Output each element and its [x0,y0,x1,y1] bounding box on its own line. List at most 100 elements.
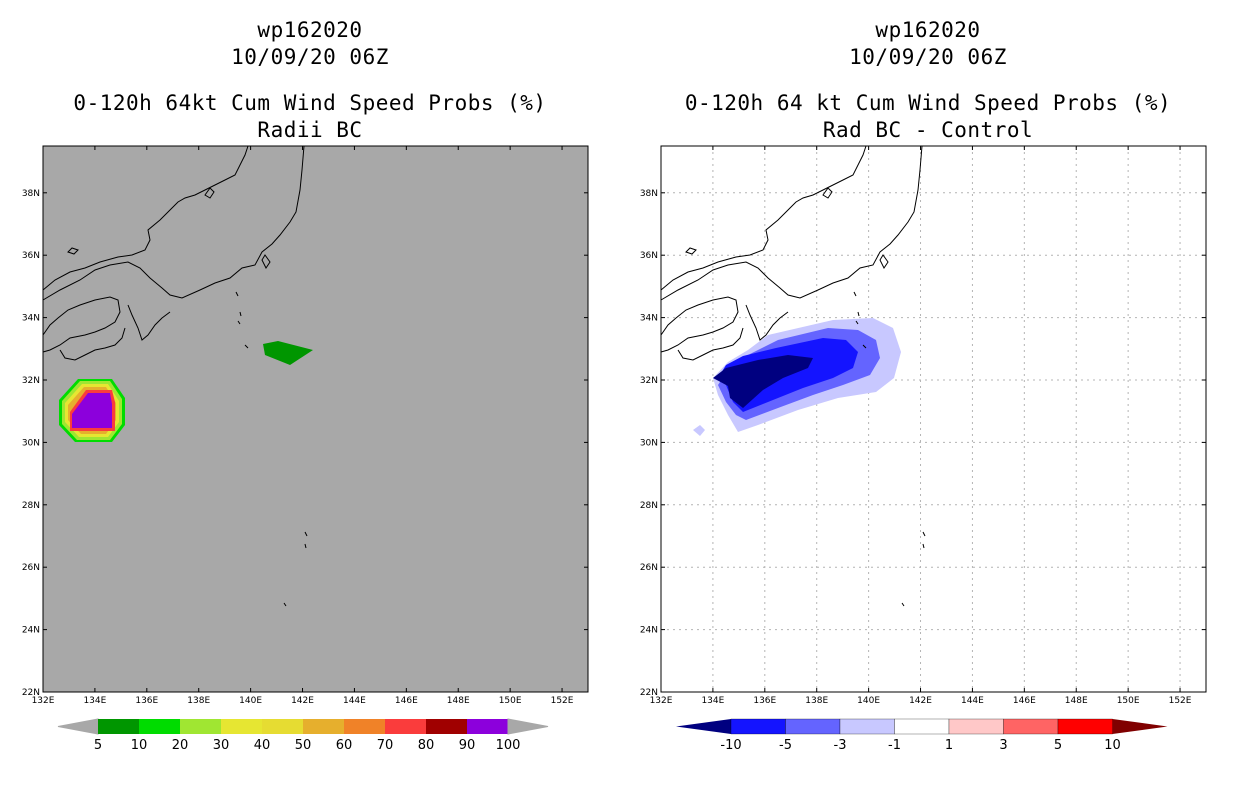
lon-label: 148E [447,696,470,706]
left-lon-labels: 132E 134E 136E 138E 140E 142E 144E 146E 148E 150E… [32,696,574,706]
colorbar-box [139,719,180,734]
lat-label: 30N [22,438,40,448]
colorbar-label: 70 [377,738,394,753]
colorbar-label: 30 [213,738,230,753]
lat-label: 34N [640,314,658,324]
lon-label: 134E [83,696,106,706]
colorbar-label: 80 [418,738,435,753]
lat-label: 36N [22,251,40,261]
left-title-block: wp162020 10/09/20 06Z 0-120h 64kt Cum Wi… [30,17,590,144]
lon-label: 132E [32,696,55,706]
left-contour-east [263,341,313,365]
lat-label: 38N [22,189,40,199]
lon-label: 148E [1065,696,1088,706]
lon-label: 132E [650,696,673,706]
right-title-block: wp162020 10/09/20 06Z 0-120h 64 kt Cum W… [648,17,1208,144]
lat-label: 36N [640,251,658,261]
left-map-frame [42,145,589,693]
colorbar-label: 50 [295,738,312,753]
right-subtitle: Rad BC - Control [822,118,1034,142]
right-diff-contours [693,318,901,436]
left-map: 132E 134E 136E 138E 140E 142E 144E 146E 148E 150E… [22,145,589,706]
lon-label: 138E [805,696,828,706]
colorbar-label: 10 [1104,738,1121,753]
lon-label: 152E [551,696,574,706]
colorbar-high-arrow [507,718,549,735]
left-colorbar: 5 10 20 30 40 50 60 70 80 90 100 [57,718,549,753]
colorbar-low-arrow [57,718,99,735]
colorbar-box [730,718,786,735]
colorbar-label: 40 [254,738,271,753]
colorbar-label: 5 [1054,738,1062,753]
lat-label: 24N [640,626,658,636]
lon-label: 146E [395,696,418,706]
lon-label: 144E [961,696,984,706]
colorbar-box [262,719,303,734]
colorbar-label: -3 [834,738,847,753]
left-lat-labels: 22N 24N 26N 28N 30N 32N 34N 36N 38N [22,189,40,698]
colorbar-low-arrow [676,719,731,734]
colorbar-label: 3 [999,738,1007,753]
left-contour-100 [72,393,112,428]
right-coastline [660,145,926,607]
lon-label: 142E [909,696,932,706]
colorbar-label: 60 [336,738,353,753]
colorbar-box [180,719,221,734]
colorbar-box [948,718,1004,735]
colorbar-box [785,718,841,735]
colorbar-box [1003,718,1059,735]
colorbar-box [426,719,467,734]
left-coastline [42,145,308,607]
colorbar-box [303,719,344,734]
left-colorbar-boxes [57,718,549,735]
colorbar-box [221,719,262,734]
colorbar-label: -10 [720,738,741,753]
lon-label: 134E [701,696,724,706]
left-storm-id: wp162020 [257,18,363,42]
lat-label: 32N [640,376,658,386]
colorbar-box [98,719,139,734]
colorbar-label: 20 [172,738,189,753]
right-contour-minus10 [713,355,813,408]
lat-label: 28N [640,501,658,511]
right-colorbar-boxes [676,718,1168,735]
lon-label: 144E [343,696,366,706]
colorbar-box [839,718,895,735]
colorbar-label: 5 [94,738,102,753]
colorbar-label: 90 [459,738,476,753]
colorbar-label: 100 [496,738,521,753]
colorbar-label: -1 [888,738,901,753]
colorbar-high-arrow [1112,719,1168,734]
colorbar-box [1057,718,1113,735]
colorbar-label: 10 [131,738,148,753]
colorbar-box [467,719,508,734]
lon-label: 136E [135,696,158,706]
colorbar-box [894,718,950,735]
lon-label: 138E [187,696,210,706]
right-storm-id: wp162020 [875,18,981,42]
lon-label: 146E [1013,696,1036,706]
lat-label: 22N [640,688,658,698]
lat-label: 38N [640,189,658,199]
lon-label: 150E [1117,696,1140,706]
left-subtitle: Radii BC [257,118,363,142]
colorbar-box [385,719,426,734]
left-datetime: 10/09/20 06Z [231,45,389,69]
lon-label: 140E [857,696,880,706]
right-lat-labels: 22N 24N 26N 28N 30N 32N 34N 36N 38N [640,189,658,698]
lat-label: 26N [22,563,40,573]
right-contour-minus1-small [693,425,705,436]
lon-label: 140E [239,696,262,706]
lon-label: 152E [1169,696,1192,706]
right-lon-labels: 132E 134E 136E 138E 140E 142E 144E 146E 148E 150E… [650,696,1192,706]
right-datetime: 10/09/20 06Z [849,45,1007,69]
lat-label: 32N [22,376,40,386]
lat-label: 24N [22,626,40,636]
left-colorbar-labels: 5 10 20 30 40 50 60 70 80 90 100 [94,738,521,753]
right-product-title: 0-120h 64 kt Cum Wind Speed Probs (%) [684,91,1172,115]
right-colorbar: -10 -5 -3 -1 1 3 5 10 [676,718,1168,753]
colorbar-box [344,719,385,734]
lat-label: 34N [22,314,40,324]
lon-label: 150E [499,696,522,706]
right-map: 132E 134E 136E 138E 140E 142E 144E 146E 148E 150E… [640,145,1207,706]
